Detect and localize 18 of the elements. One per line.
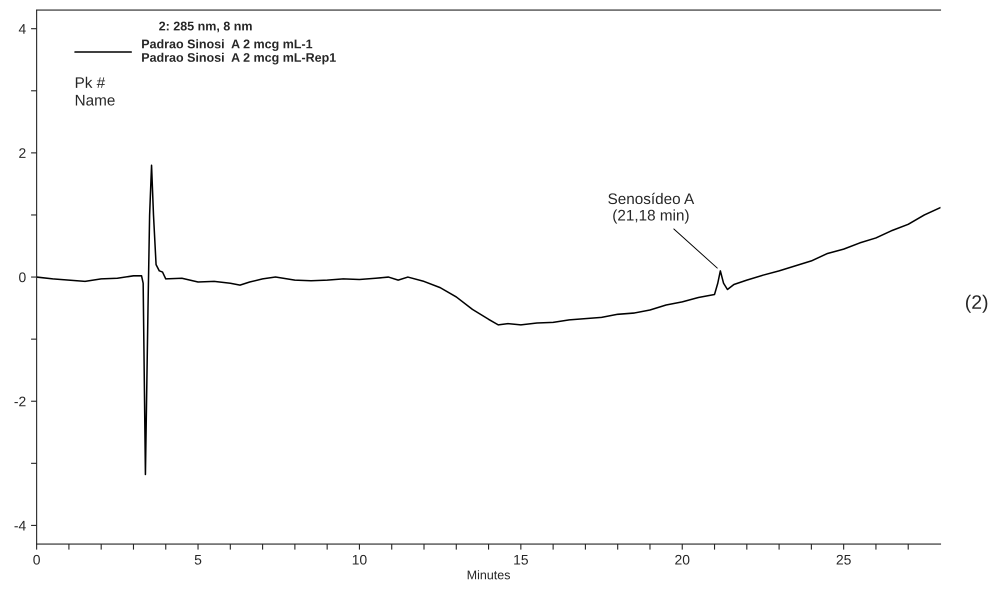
annotation: Senosídeo A (21,18 min) <box>608 192 694 224</box>
y-tick-label: 0 <box>19 272 26 282</box>
text: (2) <box>966 294 988 313</box>
x-tick-label: 0 <box>33 554 40 565</box>
annotation: Pk # Name <box>76 76 115 106</box>
legend-label: Padrao Sinosi A 2 mcg mL-1 Padrao Sinosi A 2 mcg mL-Rep1 <box>142 39 336 64</box>
y-tick-label: -2 <box>14 396 26 406</box>
line-series <box>36 164 940 476</box>
legend-title: 2: 285 nm, 8 nm <box>159 22 252 32</box>
x-tick-label: 20 <box>675 554 690 565</box>
x-tick-label: 25 <box>836 554 851 565</box>
x-tick-label: 15 <box>514 554 528 565</box>
y-tick-label: 4 <box>18 24 26 34</box>
x-tick-label: 5 <box>194 554 202 565</box>
y-tick-label: 2 <box>19 148 26 158</box>
x-axis-title: Minutes <box>468 570 510 580</box>
x-tick-label: 10 <box>352 554 367 565</box>
y-tick-label: -4 <box>14 520 26 530</box>
